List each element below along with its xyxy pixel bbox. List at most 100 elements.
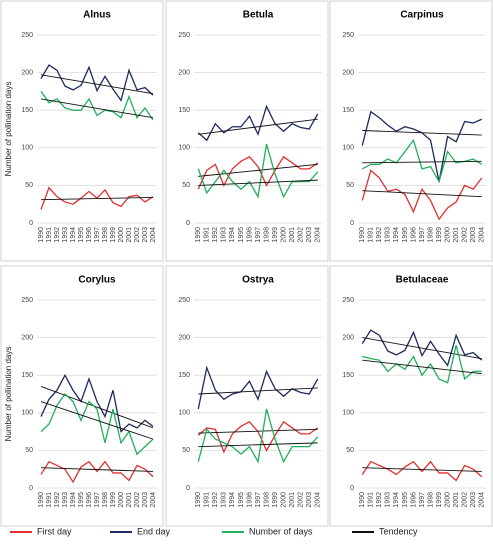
x-tick-label: 1991 <box>46 492 53 508</box>
trend-line <box>40 74 154 95</box>
x-tick-label: 1998 <box>102 227 109 243</box>
y-tick-label: 250 <box>21 297 33 304</box>
x-tick-label: 2001 <box>289 227 296 243</box>
series-line <box>40 393 154 456</box>
series-line <box>197 143 319 199</box>
x-tick-label: 1996 <box>86 492 93 508</box>
y-tick-label: 200 <box>178 69 190 76</box>
x-tick-label: 1991 <box>204 227 211 243</box>
x-tick-label: 1993 <box>221 492 228 508</box>
x-tick-label: 1998 <box>263 492 270 508</box>
y-tick-label: 100 <box>342 145 354 152</box>
legend-label: Tendency <box>379 526 418 536</box>
x-tick-label: 2004 <box>150 492 157 508</box>
series-line <box>197 155 319 190</box>
y-tick-label: 200 <box>342 69 354 76</box>
x-tick-label: 1993 <box>385 227 392 243</box>
trend-line <box>362 130 482 136</box>
x-tick-label: 1991 <box>204 492 211 508</box>
x-tick-label: 2001 <box>126 227 133 243</box>
x-tick-label: 1991 <box>46 227 53 243</box>
x-tick-label: 1994 <box>70 227 77 243</box>
x-tick-label: 2002 <box>462 492 469 508</box>
x-tick-label: 2003 <box>470 492 477 508</box>
x-tick-label: 1992 <box>54 227 61 243</box>
x-tick-label: 1999 <box>272 227 279 243</box>
x-tick-label: 1997 <box>94 492 101 508</box>
trend-line <box>362 160 482 164</box>
panel <box>0 265 164 527</box>
chart-title: Alnus <box>83 10 111 21</box>
x-tick-label: 1999 <box>110 227 117 243</box>
trend-line <box>362 467 482 472</box>
x-tick-label: 2001 <box>289 492 296 508</box>
series-line <box>197 104 319 142</box>
y-tick-label: 250 <box>342 32 354 39</box>
x-tick-label: 1995 <box>78 227 85 243</box>
y-tick-label: 100 <box>178 145 190 152</box>
x-tick-label: 1993 <box>62 227 69 243</box>
y-tick-label: 50 <box>25 447 33 454</box>
trend-line <box>198 179 318 186</box>
series-line <box>361 329 483 367</box>
y-tick-label: 200 <box>178 334 190 341</box>
trend-line <box>198 442 318 448</box>
x-tick-label: 1998 <box>427 492 434 508</box>
x-tick-label: 2003 <box>306 227 313 243</box>
x-tick-label: 1996 <box>246 492 253 508</box>
x-tick-label: 2000 <box>280 227 287 243</box>
x-tick-label: 1998 <box>263 227 270 243</box>
trend-line <box>40 401 154 440</box>
y-tick-label: 50 <box>182 182 190 189</box>
y-tick-label: 100 <box>342 410 354 417</box>
x-tick-label: 1990 <box>359 227 366 243</box>
y-axis-label: Number of pollination days <box>4 347 13 442</box>
series-line <box>40 373 154 433</box>
y-tick-label: 0 <box>186 485 190 492</box>
x-tick-label: 2004 <box>479 492 486 508</box>
x-tick-label: 1993 <box>385 492 392 508</box>
y-tick-label: 0 <box>29 485 33 492</box>
x-tick-label: 1992 <box>212 492 219 508</box>
trend-line <box>40 98 154 119</box>
x-tick-label: 1994 <box>229 492 236 508</box>
x-tick-label: 1997 <box>255 492 262 508</box>
x-tick-label: 2003 <box>142 227 149 243</box>
y-tick-label: 0 <box>29 220 33 227</box>
x-tick-label: 2001 <box>126 492 133 508</box>
chart-title: Betulaceae <box>396 275 449 286</box>
series-line <box>40 64 154 102</box>
y-tick-label: 50 <box>346 447 354 454</box>
x-tick-label: 2004 <box>315 227 322 243</box>
x-tick-label: 2003 <box>306 492 313 508</box>
series-line <box>362 344 482 384</box>
y-axis-label: Number of pollination days <box>4 82 13 177</box>
x-tick-label: 1995 <box>238 227 245 243</box>
x-tick-label: 1990 <box>359 492 366 508</box>
y-tick-label: 50 <box>346 182 354 189</box>
x-tick-label: 1996 <box>86 227 93 243</box>
x-tick-label: 1993 <box>62 492 69 508</box>
legend-label: End day <box>137 526 171 536</box>
y-tick-label: 150 <box>21 372 33 379</box>
x-tick-label: 1990 <box>38 227 45 243</box>
x-tick-label: 2000 <box>118 492 125 508</box>
x-tick-label: 1997 <box>255 227 262 243</box>
y-tick-label: 50 <box>25 182 33 189</box>
trend-line <box>362 359 482 375</box>
x-tick-label: 1992 <box>212 227 219 243</box>
series-line <box>197 408 319 464</box>
x-tick-label: 1999 <box>272 492 279 508</box>
y-tick-label: 250 <box>342 297 354 304</box>
y-tick-label: 0 <box>186 220 190 227</box>
x-tick-label: 1996 <box>246 227 253 243</box>
x-tick-label: 1992 <box>376 227 383 243</box>
x-tick-label: 1998 <box>102 492 109 508</box>
x-tick-label: 1994 <box>229 227 236 243</box>
y-tick-label: 50 <box>182 447 190 454</box>
trend-line <box>198 118 318 135</box>
x-tick-label: 2002 <box>462 227 469 243</box>
panel <box>329 265 493 527</box>
y-tick-label: 250 <box>178 297 190 304</box>
y-tick-label: 250 <box>178 32 190 39</box>
